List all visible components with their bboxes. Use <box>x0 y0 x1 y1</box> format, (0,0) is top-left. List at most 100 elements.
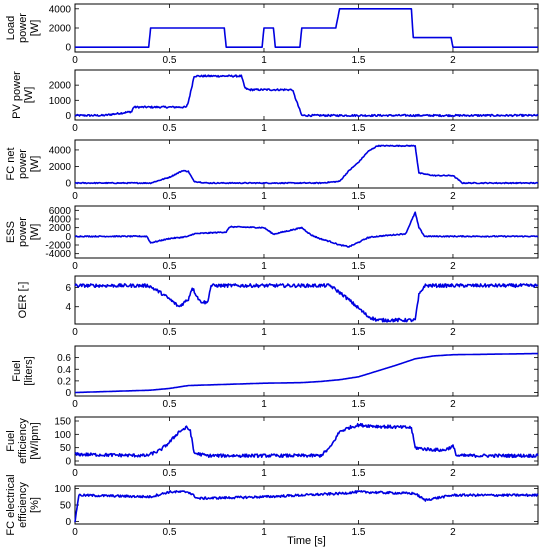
panel-8: 0 50 100 0 0.5 1 1.5 2 FC electricalefficiency[%… <box>5 474 539 547</box>
x-tick-label: 0 <box>72 55 78 66</box>
panel-7: 0 50 100 150 0 0.5 1 1.5 2 Fuelefficiency[W/lpm] <box>5 416 539 479</box>
y-axis-label: ESSpower[W] <box>5 217 41 247</box>
x-tick-label: 0.5 <box>163 191 177 202</box>
x-tick-label: 0.5 <box>163 261 177 272</box>
x-tick-label: 1.5 <box>352 261 366 272</box>
x-tick-label: 0 <box>72 327 78 338</box>
y-axis-label: FC electricalefficiency[%] <box>5 474 41 535</box>
x-tick-label: 1.5 <box>352 327 366 338</box>
y-tick-label: 0 <box>65 232 71 243</box>
y-tick-label: 150 <box>54 417 71 428</box>
x-tick-label: 2 <box>450 261 456 272</box>
y-tick-label: 50 <box>60 443 72 454</box>
y-tick-label: 0 <box>65 111 71 122</box>
panel-3: 0 2000 4000 0 0.5 1 1.5 2 FC netpower[W] <box>5 139 539 202</box>
x-tick-label: 1 <box>261 399 267 410</box>
y-tick-label: 0 <box>65 43 71 54</box>
x-tick-label: 1 <box>261 191 267 202</box>
y-tick-label: 0 <box>65 517 71 528</box>
y-tick-label: 0 <box>65 179 71 190</box>
y-axis-label: Loadpower[W] <box>5 13 41 43</box>
y-axis-label: FC netpower[W] <box>5 147 41 180</box>
x-tick-label: 0 <box>72 191 78 202</box>
y-axis-label: OER [-] <box>17 282 29 319</box>
x-tick-label: 0.5 <box>163 55 177 66</box>
y-tick-label: 6 <box>65 283 71 294</box>
y-tick-label: 0.2 <box>57 376 71 387</box>
x-tick-label: 0 <box>72 527 78 538</box>
x-tick-label: 2 <box>450 191 456 202</box>
y-tick-label: 100 <box>54 484 71 495</box>
x-tick-label: 1 <box>261 527 267 538</box>
x-tick-label: 2 <box>450 327 456 338</box>
axes-box <box>74 275 539 325</box>
y-tick-label: 0 <box>65 388 71 399</box>
axes-box <box>74 485 539 525</box>
x-tick-label: 0.5 <box>163 327 177 338</box>
y-tick-label: 4000 <box>49 4 72 15</box>
x-tick-label: 0 <box>72 261 78 272</box>
x-tick-label: 1.5 <box>352 123 366 134</box>
series-line <box>74 283 539 323</box>
series-line <box>74 74 539 118</box>
series-line <box>74 211 539 248</box>
x-tick-label: 0 <box>72 399 78 410</box>
x-tick-label: 0.5 <box>163 527 177 538</box>
y-tick-label: 0.4 <box>57 365 71 376</box>
y-tick-label: 100 <box>54 430 71 441</box>
series-line <box>74 144 539 185</box>
y-tick-label: 1000 <box>49 96 72 107</box>
x-tick-label: 1 <box>261 123 267 134</box>
x-tick-label: 1 <box>261 327 267 338</box>
y-tick-label: 4 <box>65 302 71 313</box>
series-line <box>75 352 539 394</box>
y-tick-label: 4000 <box>49 145 72 156</box>
x-tick-label: 1 <box>261 55 267 66</box>
panel-2: 0 1000 2000 0 0.5 1 1.5 2 PV power[W] <box>11 69 539 134</box>
panel-1: 0 2000 4000 0 0.5 1 1.5 2 Loadpower[W] <box>5 3 539 66</box>
series-line <box>75 8 539 49</box>
y-tick-label: 2000 <box>49 223 72 234</box>
x-tick-label: 1 <box>261 261 267 272</box>
x-tick-label: 2 <box>450 527 456 538</box>
x-tick-label: 1.5 <box>352 191 366 202</box>
axes-box <box>74 416 539 466</box>
y-tick-label: 0 <box>65 457 71 468</box>
y-tick-label: 2000 <box>49 162 72 173</box>
axes-box <box>74 69 539 121</box>
y-tick-label: 6000 <box>49 206 72 217</box>
axes-box <box>74 345 539 397</box>
x-tick-label: 2 <box>450 123 456 134</box>
series-line <box>74 489 539 523</box>
x-tick-label: 1.5 <box>352 527 366 538</box>
x-tick-label: 2 <box>450 468 456 479</box>
y-tick-label: 4000 <box>49 215 72 226</box>
x-tick-label: 0.5 <box>163 123 177 134</box>
x-axis-label: Time [s] <box>287 535 326 547</box>
x-tick-label: 0 <box>72 468 78 479</box>
panel-5: 4 6 0 0.5 1 1.5 2 OER [-] <box>17 275 539 338</box>
x-tick-label: 2 <box>450 399 456 410</box>
y-tick-label: 50 <box>60 501 72 512</box>
y-tick-label: 2000 <box>49 24 72 35</box>
x-tick-label: 1.5 <box>352 55 366 66</box>
y-axis-label: PV power[W] <box>11 71 35 119</box>
x-tick-label: 1.5 <box>352 399 366 410</box>
series-line <box>74 422 539 459</box>
x-tick-label: 0.5 <box>163 468 177 479</box>
y-tick-label: 0.6 <box>57 353 71 364</box>
x-tick-label: 2 <box>450 55 456 66</box>
axes-box <box>74 139 539 189</box>
y-tick-label: -4000 <box>45 249 71 260</box>
y-tick-label: 2000 <box>49 81 72 92</box>
x-tick-label: 0.5 <box>163 399 177 410</box>
x-tick-label: 1.5 <box>352 468 366 479</box>
x-tick-label: 0 <box>72 123 78 134</box>
x-tick-label: 1 <box>261 468 267 479</box>
y-axis-label: Fuelefficiency[W/lpm] <box>5 418 41 464</box>
y-tick-label: -2000 <box>45 241 71 252</box>
y-axis-label: Fuel[liters] <box>11 356 35 385</box>
